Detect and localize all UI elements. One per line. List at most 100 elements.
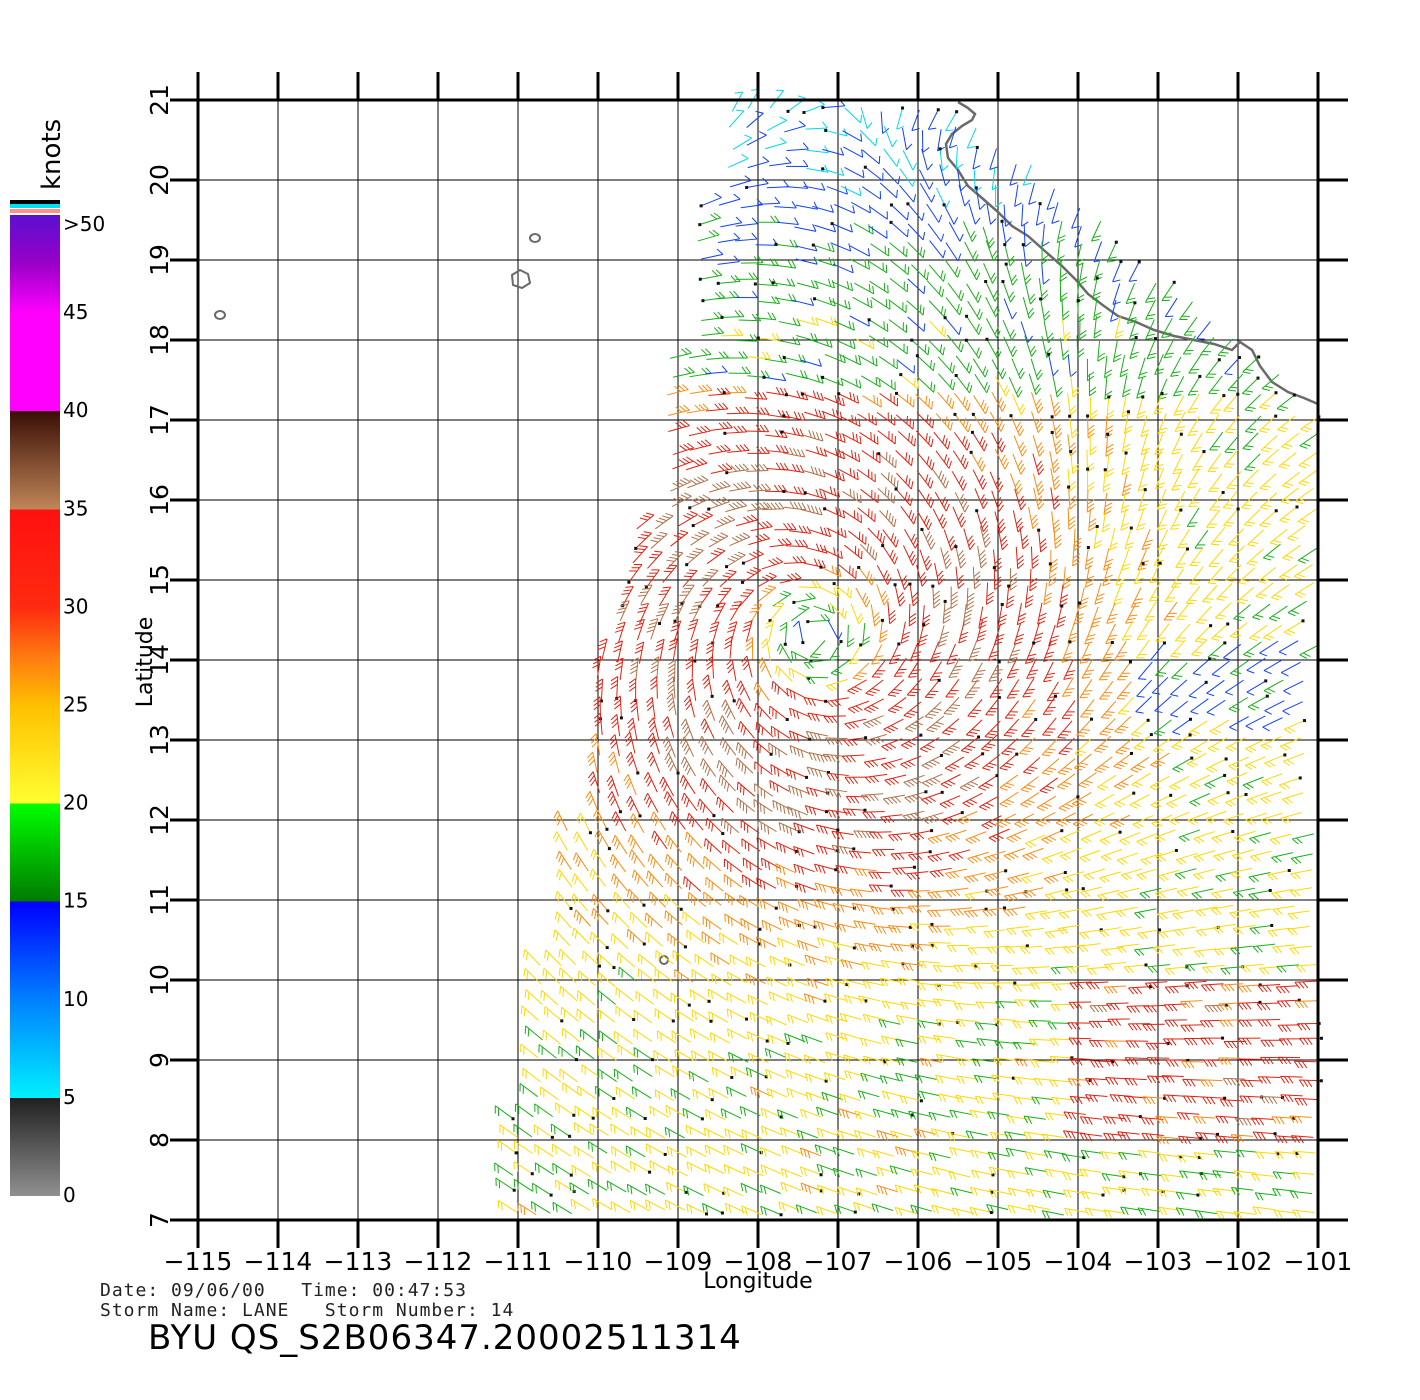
wind-barb	[1080, 699, 1095, 718]
wind-barb	[703, 1183, 726, 1195]
wind-barb	[1020, 717, 1038, 738]
wind-barb	[1062, 871, 1085, 884]
wind-barb	[1297, 547, 1317, 564]
wind-barb	[1157, 529, 1169, 551]
wind-barb	[1206, 509, 1221, 528]
wind-barb	[932, 1034, 956, 1044]
wind-barb	[1182, 1095, 1206, 1104]
wind-barb	[774, 293, 797, 303]
wind-barb	[937, 356, 955, 374]
wind-barb	[1251, 1173, 1274, 1182]
wind-barb	[724, 892, 744, 906]
wind-barb	[1242, 776, 1264, 790]
wind-barb	[717, 255, 740, 265]
wind-barb	[1187, 812, 1209, 826]
wind-barb	[819, 586, 840, 598]
wind-barb	[1170, 508, 1183, 530]
wind-barb	[1252, 1131, 1277, 1140]
wind-barb	[1071, 207, 1081, 229]
wind-barb	[941, 718, 960, 736]
wind-barb	[1086, 414, 1095, 439]
wind-barb	[900, 1001, 923, 1011]
wind-barb	[1260, 1095, 1285, 1105]
wind-barb	[1036, 795, 1057, 812]
wind-barb	[947, 1132, 970, 1142]
wind-barb	[882, 794, 906, 805]
wind-barb	[1115, 906, 1138, 918]
wind-barb	[1223, 449, 1239, 468]
wind-barb	[1012, 984, 1035, 992]
wind-barb	[983, 869, 1008, 882]
wind-barb	[954, 392, 971, 411]
wind-barb	[670, 1088, 691, 1100]
wind-barb	[1245, 738, 1266, 753]
wind-barb	[767, 1034, 790, 1045]
wind-barb	[1092, 276, 1102, 301]
wind-barb	[931, 1188, 953, 1198]
wind-barb	[1114, 316, 1124, 339]
wind-barb	[785, 1069, 807, 1080]
wind-barb	[1282, 701, 1303, 716]
wind-barb	[682, 1108, 704, 1121]
wind-barb	[1143, 1004, 1166, 1013]
wind-barb	[777, 901, 799, 913]
wind-barb	[1223, 643, 1242, 661]
wind-barb	[860, 1072, 883, 1082]
wind-barb	[760, 638, 771, 661]
wind-barb	[610, 933, 629, 950]
wind-barb	[800, 1182, 824, 1194]
wind-barb	[1246, 791, 1268, 805]
wind-barb	[916, 510, 932, 531]
wind-barb	[1062, 319, 1071, 342]
wind-barb	[553, 810, 568, 831]
wind-barb	[625, 1106, 647, 1120]
wind-barb	[520, 1005, 539, 1021]
wind-barb	[1117, 697, 1134, 715]
wind-barb	[1277, 1056, 1301, 1065]
wind-barb	[1176, 886, 1199, 898]
wind-barb	[1203, 1059, 1226, 1068]
wind-barb	[1007, 1187, 1030, 1197]
wind-barb	[813, 920, 835, 931]
wind-barb	[697, 798, 716, 818]
wind-barb	[1201, 983, 1224, 992]
wind-barb	[1032, 453, 1045, 476]
wind-barb	[1241, 376, 1260, 396]
wind-barb	[1003, 847, 1026, 861]
wind-barb	[1271, 852, 1294, 864]
wind-barb	[829, 640, 843, 661]
colorbar-cap	[10, 209, 60, 213]
wind-barb	[1076, 299, 1085, 324]
wind-barb	[1072, 544, 1081, 567]
wind-barb	[699, 777, 717, 796]
wind-barb	[762, 502, 785, 511]
wind-barb	[729, 481, 752, 492]
wind-barb	[852, 662, 870, 681]
wind-barb	[1116, 681, 1132, 700]
wind-barb	[862, 394, 882, 408]
wind-barb	[859, 1037, 882, 1047]
wind-barb	[890, 1130, 913, 1140]
wind-barb	[1280, 1094, 1303, 1103]
wind-barb	[664, 1126, 685, 1139]
wind-barb	[1039, 909, 1062, 920]
wind-barb	[854, 337, 875, 350]
wind-barb	[868, 884, 893, 893]
wind-barb	[665, 1104, 686, 1117]
wind-barb	[1264, 700, 1285, 715]
wind-barb	[710, 952, 730, 965]
wind-barb	[818, 486, 841, 498]
wind-barb	[706, 351, 729, 360]
wind-barb	[1102, 564, 1113, 587]
wind-barb	[1012, 510, 1024, 533]
wind-barb	[674, 969, 694, 983]
wind-barb	[609, 853, 627, 873]
wind-barb	[1118, 1114, 1142, 1123]
wind-barb	[786, 95, 807, 113]
wind-barb	[906, 678, 923, 697]
wind-barb	[867, 260, 888, 274]
wind-barb	[729, 175, 752, 188]
x-tick-label: −113	[324, 1247, 393, 1276]
wind-barb	[840, 414, 861, 427]
wind-barb	[917, 1035, 940, 1044]
